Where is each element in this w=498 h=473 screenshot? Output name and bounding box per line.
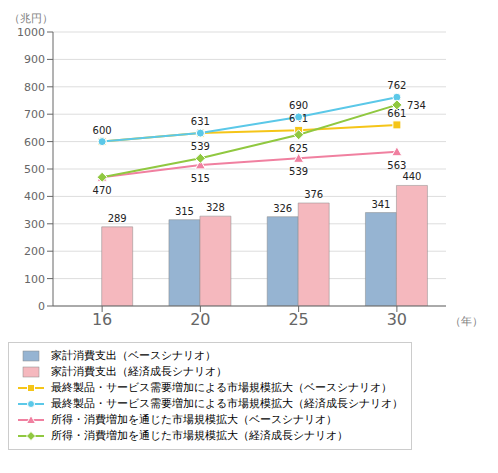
svg-text:100: 100 xyxy=(24,273,45,286)
svg-text:20: 20 xyxy=(190,310,210,329)
html-text:最終製品・サービス需要増加による市場規模拡大（ベースシナリオ: 最終製品・サービス需要増加による市場規模拡大（ベースシナリオ） xyxy=(51,381,392,394)
svg-text:631: 631 xyxy=(191,116,210,127)
svg-text:400: 400 xyxy=(24,190,45,203)
svg-text:25: 25 xyxy=(288,310,308,329)
svg-text:289: 289 xyxy=(108,213,127,224)
svg-text:30: 30 xyxy=(387,310,407,329)
svg-text:16: 16 xyxy=(92,310,112,329)
svg-text:200: 200 xyxy=(24,245,45,258)
html-text:所得・消費増加を通じた市場規模拡大（経済成長シナリオ）: 所得・消費増加を通じた市場規模拡大（経済成長シナリオ） xyxy=(51,429,348,442)
svg-text:326: 326 xyxy=(273,203,292,214)
svg-text:300: 300 xyxy=(24,218,45,231)
svg-text:690: 690 xyxy=(289,100,308,111)
svg-text:500: 500 xyxy=(24,163,45,176)
svg-text:600: 600 xyxy=(24,136,45,149)
svg-text:376: 376 xyxy=(304,189,323,200)
svg-text:1000: 1000 xyxy=(17,26,45,39)
html-text:所得・消費増加を通じた市場規模拡大（ベースシナリオ）: 所得・消費増加を通じた市場規模拡大（ベースシナリオ） xyxy=(51,413,337,426)
svg-text:（兆円）: （兆円） xyxy=(9,12,53,25)
svg-text:563: 563 xyxy=(387,160,406,171)
svg-text:661: 661 xyxy=(387,107,407,119)
svg-text:700: 700 xyxy=(24,108,45,121)
html-text:最終製品・サービス需要増加による市場規模拡大（経済成長シナリ: 最終製品・サービス需要増加による市場規模拡大（経済成長シナリオ） xyxy=(51,397,403,410)
svg-text:470: 470 xyxy=(93,185,112,196)
svg-text:734: 734 xyxy=(407,100,426,111)
svg-text:625: 625 xyxy=(289,143,308,154)
svg-text:539: 539 xyxy=(289,166,308,177)
svg-text:328: 328 xyxy=(206,202,225,213)
svg-text:0: 0 xyxy=(38,300,45,313)
html-text:家計消費支出（ベースシナリオ）: 家計消費支出（ベースシナリオ） xyxy=(51,349,216,362)
svg-text:900: 900 xyxy=(24,53,45,66)
svg-text:440: 440 xyxy=(402,171,421,182)
html-text:家計消費支出（経済成長シナリオ）: 家計消費支出（経済成長シナリオ） xyxy=(51,365,227,378)
svg-text:600: 600 xyxy=(93,125,112,136)
svg-text:515: 515 xyxy=(191,173,210,184)
svg-text:315: 315 xyxy=(175,206,194,217)
svg-text:800: 800 xyxy=(24,81,45,94)
svg-text:341: 341 xyxy=(371,199,390,210)
svg-text:539: 539 xyxy=(191,141,210,152)
svg-text:641: 641 xyxy=(289,113,308,124)
svg-text:（年）: （年） xyxy=(450,315,483,328)
svg-text:762: 762 xyxy=(387,80,406,91)
